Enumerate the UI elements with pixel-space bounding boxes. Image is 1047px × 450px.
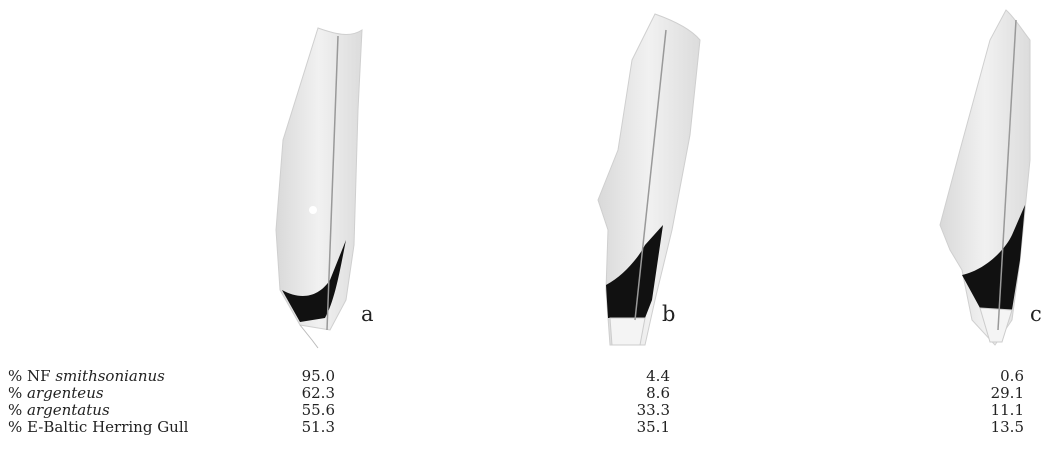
table-row: % E-Baltic Herring Gull 51.3 35.1 13.5 <box>0 418 1047 436</box>
feather-c <box>939 9 1031 346</box>
panel-label-b: b <box>662 302 676 326</box>
row-label: % NF smithsonianus <box>8 367 165 385</box>
panel-label-c: c <box>1030 302 1042 326</box>
value-a: 55.6 <box>301 401 335 419</box>
feather-images <box>275 9 1031 349</box>
value-b: 4.4 <box>646 367 670 385</box>
table-row: % argentatus 55.6 33.3 11.1 <box>0 401 1047 419</box>
value-c: 13.5 <box>990 418 1024 436</box>
value-b: 35.1 <box>636 418 670 436</box>
value-a: 62.3 <box>301 384 335 402</box>
table-row: % argenteus 62.3 8.6 29.1 <box>0 384 1047 402</box>
value-c: 0.6 <box>1000 367 1024 385</box>
value-b: 33.3 <box>636 401 670 419</box>
value-c: 11.1 <box>990 401 1024 419</box>
value-c: 29.1 <box>990 384 1024 402</box>
table-row: % NF smithsonianus 95.0 4.4 0.6 <box>0 367 1047 385</box>
value-a: 95.0 <box>301 367 335 385</box>
row-label: % argenteus <box>8 384 104 402</box>
feather-a <box>275 27 363 349</box>
feather-b <box>597 13 701 346</box>
row-label: % E-Baltic Herring Gull <box>8 418 189 436</box>
value-a: 51.3 <box>301 418 335 436</box>
panel-label-a: a <box>361 302 374 326</box>
value-b: 8.6 <box>646 384 670 402</box>
row-label: % argentatus <box>8 401 110 419</box>
